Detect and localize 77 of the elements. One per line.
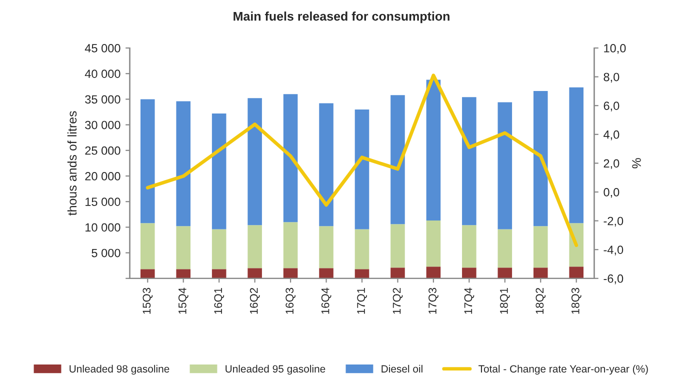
- y-tick-label: 40 000: [84, 70, 120, 78]
- y-tick-label: 20 000: [85, 172, 120, 180]
- bar: [390, 268, 405, 278]
- x-tick-label: 15Q4: [178, 288, 188, 314]
- bar: [390, 224, 405, 268]
- bar: [462, 268, 476, 278]
- bar: [354, 229, 370, 270]
- y-tick-label: 35 000: [85, 95, 120, 104]
- y2-axis-title: %: [632, 158, 641, 168]
- y2-tick-label: 6,0: [604, 102, 620, 112]
- x-tick-label: 18Q1: [500, 288, 510, 314]
- y-tick-label: 10 000: [86, 223, 120, 232]
- x-tick-label: 18Q2: [536, 288, 546, 314]
- bar: [140, 99, 155, 224]
- line-series: [146, 74, 578, 248]
- y-axis-title: thous ands of litres: [67, 111, 77, 216]
- legend-label: Unleaded 98 gasoline: [70, 364, 170, 375]
- bar: [176, 226, 191, 270]
- bar: [283, 94, 298, 222]
- bar: [212, 229, 226, 270]
- y-tick-label: 5 000: [92, 248, 120, 258]
- bar: [426, 220, 441, 267]
- bar: [212, 114, 226, 230]
- x-tick-label: 16Q1: [214, 288, 224, 314]
- bar: [390, 95, 405, 224]
- bar: [498, 268, 512, 278]
- legend-label: Diesel oil: [382, 364, 422, 373]
- x-tick-label: 16Q4: [321, 288, 332, 314]
- bar: [212, 269, 226, 278]
- bar: [498, 229, 512, 268]
- bar: [533, 226, 548, 268]
- y2-tick-label: -6,0: [604, 274, 624, 284]
- x-tick-label: 18Q3: [571, 288, 582, 314]
- bar: [569, 87, 584, 224]
- bar: [354, 269, 370, 278]
- y2-tick-label: 10,0: [604, 44, 626, 54]
- bar: [248, 268, 262, 278]
- legend-label: Unleaded 95 gasoline: [226, 364, 326, 375]
- y2-tick-label: 0,0: [604, 188, 620, 198]
- bar: [140, 269, 155, 278]
- chart-title: Main fuels released for consumption: [234, 12, 450, 24]
- bar: [426, 266, 441, 278]
- y-tick-label: 15 000: [86, 198, 120, 206]
- y2-tick-label: -2,0: [604, 216, 624, 227]
- bar: [283, 222, 298, 268]
- bar: [426, 80, 441, 221]
- x-tick-label: 17Q2: [392, 288, 403, 314]
- x-tick-label: 17Q1: [357, 288, 367, 314]
- y2-tick-label: 8,0: [604, 72, 620, 83]
- y2-tick-label: -4,0: [604, 246, 624, 256]
- x-tick-label: 17Q3: [428, 288, 438, 314]
- legend-label: Total - Change rate Year-on-year (%): [478, 364, 648, 375]
- y2-tick-label: 2,0: [604, 159, 620, 169]
- bar: [462, 225, 476, 268]
- bar: [283, 268, 298, 278]
- bar: [140, 223, 155, 270]
- bar: [319, 268, 334, 278]
- bar: [533, 91, 548, 226]
- bar: [248, 225, 262, 268]
- bar: [248, 98, 262, 226]
- y-tick-label: 45 000: [84, 44, 120, 52]
- bar: [498, 102, 512, 230]
- y-tick-label: 25 000: [85, 146, 120, 155]
- x-tick-label: 17Q4: [464, 288, 474, 314]
- y-tick-label: 30 000: [85, 120, 120, 130]
- bar: [462, 97, 476, 226]
- bar: [319, 103, 334, 226]
- bar: [319, 226, 334, 268]
- x-tick-label: 16Q2: [250, 288, 260, 314]
- y2-tick-label: 4,0: [604, 130, 620, 140]
- bar: [176, 101, 191, 226]
- bar: [569, 266, 584, 278]
- bar: [354, 109, 370, 230]
- bar: [176, 269, 191, 278]
- x-tick-label: 16Q3: [286, 288, 296, 314]
- x-tick-label: 15Q3: [142, 288, 153, 314]
- bar: [533, 268, 548, 278]
